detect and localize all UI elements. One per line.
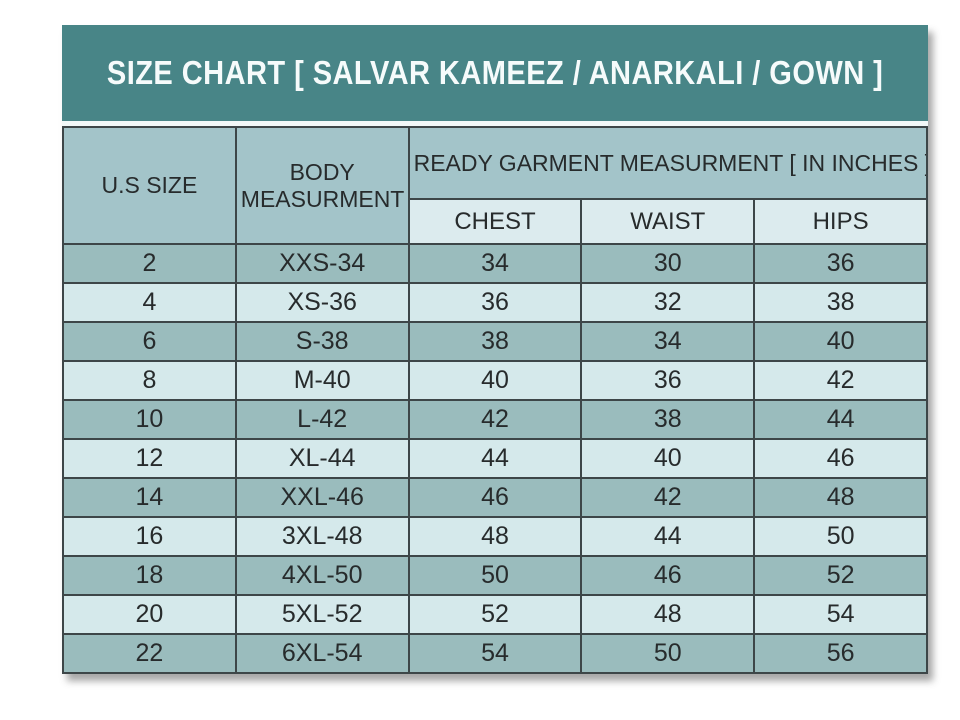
table-cell: 46 (580, 555, 756, 596)
table-cell: 40 (753, 321, 928, 362)
table-cell: 8 (62, 360, 237, 401)
table-cell: XL-44 (234, 438, 410, 479)
table-cell: 2 (62, 243, 237, 284)
table-cell: 16 (62, 516, 237, 557)
table-cell: 6 (62, 321, 237, 362)
table-row: 8 M-40 40 36 42 (62, 360, 928, 401)
title-band: SIZE CHART [ SALVAR KAMEEZ / ANARKALI / … (62, 25, 928, 121)
table-cell: M-40 (234, 360, 410, 401)
table-cell: 48 (407, 516, 583, 557)
table-cell: 56 (753, 633, 928, 674)
header-row-1: U.S SIZE BODY MEASURMENT READY GARMENT M… (62, 126, 929, 245)
table-cell: 22 (62, 633, 237, 674)
table-cell: 20 (62, 594, 237, 635)
table-cell: 40 (580, 438, 756, 479)
table-cell: 54 (407, 633, 583, 674)
table-cell: 46 (407, 477, 583, 518)
table-cell: 3XL-48 (234, 516, 410, 557)
table-cell: 34 (580, 321, 756, 362)
table-row: 12 XL-44 44 40 46 (62, 438, 928, 479)
table-cell: 36 (753, 243, 928, 284)
size-chart-sheet: SIZE CHART [ SALVAR KAMEEZ / ANARKALI / … (62, 25, 929, 674)
table-cell: 54 (753, 594, 928, 635)
table-row: 14 XXL-46 46 42 48 (62, 477, 928, 518)
table-cell: 4 (62, 282, 237, 323)
table-cell: 10 (62, 399, 237, 440)
table-cell: 32 (580, 282, 756, 323)
table-cell: 44 (580, 516, 756, 557)
table-row: 6 S-38 38 34 40 (62, 321, 928, 362)
table-row: 16 3XL-48 48 44 50 (62, 516, 928, 557)
size-table-head: U.S SIZE BODY MEASURMENT READY GARMENT M… (62, 126, 929, 245)
table-row: 10 L-42 42 38 44 (62, 399, 928, 440)
table-cell: 34 (407, 243, 583, 284)
table-cell: 14 (62, 477, 237, 518)
table-cell: 4XL-50 (234, 555, 410, 596)
table-cell: 44 (407, 438, 583, 479)
table-row: 4 XS-36 36 32 38 (62, 282, 928, 323)
table-cell: 42 (580, 477, 756, 518)
table-cell: XXL-46 (234, 477, 410, 518)
table-cell: 52 (407, 594, 583, 635)
header-hips: HIPS (753, 198, 928, 245)
table-cell: XXS-34 (234, 243, 410, 284)
table-cell: 36 (407, 282, 583, 323)
table-cell: 38 (753, 282, 928, 323)
table-cell: 42 (407, 399, 583, 440)
size-table-body: 2 XXS-34 34 30 36 4 XS-36 36 32 38 6 S-38 38 34 40 8 M-4… (62, 243, 928, 674)
table-cell: 38 (407, 321, 583, 362)
header-ready-garment-measurment: READY GARMENT MEASURMENT [ IN INCHES ] (407, 126, 929, 200)
table-cell: 50 (580, 633, 756, 674)
table-cell: 40 (407, 360, 583, 401)
table-cell: 38 (580, 399, 756, 440)
table-cell: 12 (62, 438, 237, 479)
table-cell: 48 (753, 477, 928, 518)
table-cell: 42 (753, 360, 928, 401)
table-cell: S-38 (234, 321, 410, 362)
table-cell: 52 (753, 555, 928, 596)
table-cell: 5XL-52 (234, 594, 410, 635)
table-cell: 30 (580, 243, 756, 284)
table-cell: XS-36 (234, 282, 410, 323)
header-row-2: CHEST WAIST HIPS (63, 198, 928, 245)
chart-title: SIZE CHART [ SALVAR KAMEEZ / ANARKALI / … (106, 54, 884, 91)
table-cell: 44 (753, 399, 928, 440)
header-body-measurment: BODY MEASURMENT (234, 126, 410, 245)
table-row: 18 4XL-50 50 46 52 (62, 555, 928, 596)
header-waist: WAIST (580, 198, 756, 245)
table-cell: 50 (753, 516, 928, 557)
table-row: 22 6XL-54 54 50 56 (62, 633, 928, 674)
table-cell: 46 (753, 438, 928, 479)
table-cell: L-42 (234, 399, 410, 440)
table-cell: 48 (580, 594, 756, 635)
header-us-size: U.S SIZE (62, 126, 237, 245)
table-cell: 18 (62, 555, 237, 596)
table-cell: 50 (407, 555, 583, 596)
size-table: U.S SIZE BODY MEASURMENT READY GARMENT M… (62, 126, 929, 674)
header-chest: CHEST (407, 198, 583, 245)
table-row: 2 XXS-34 34 30 36 (62, 243, 928, 284)
table-cell: 6XL-54 (234, 633, 410, 674)
table-cell: 36 (580, 360, 756, 401)
table-row: 20 5XL-52 52 48 54 (62, 594, 928, 635)
